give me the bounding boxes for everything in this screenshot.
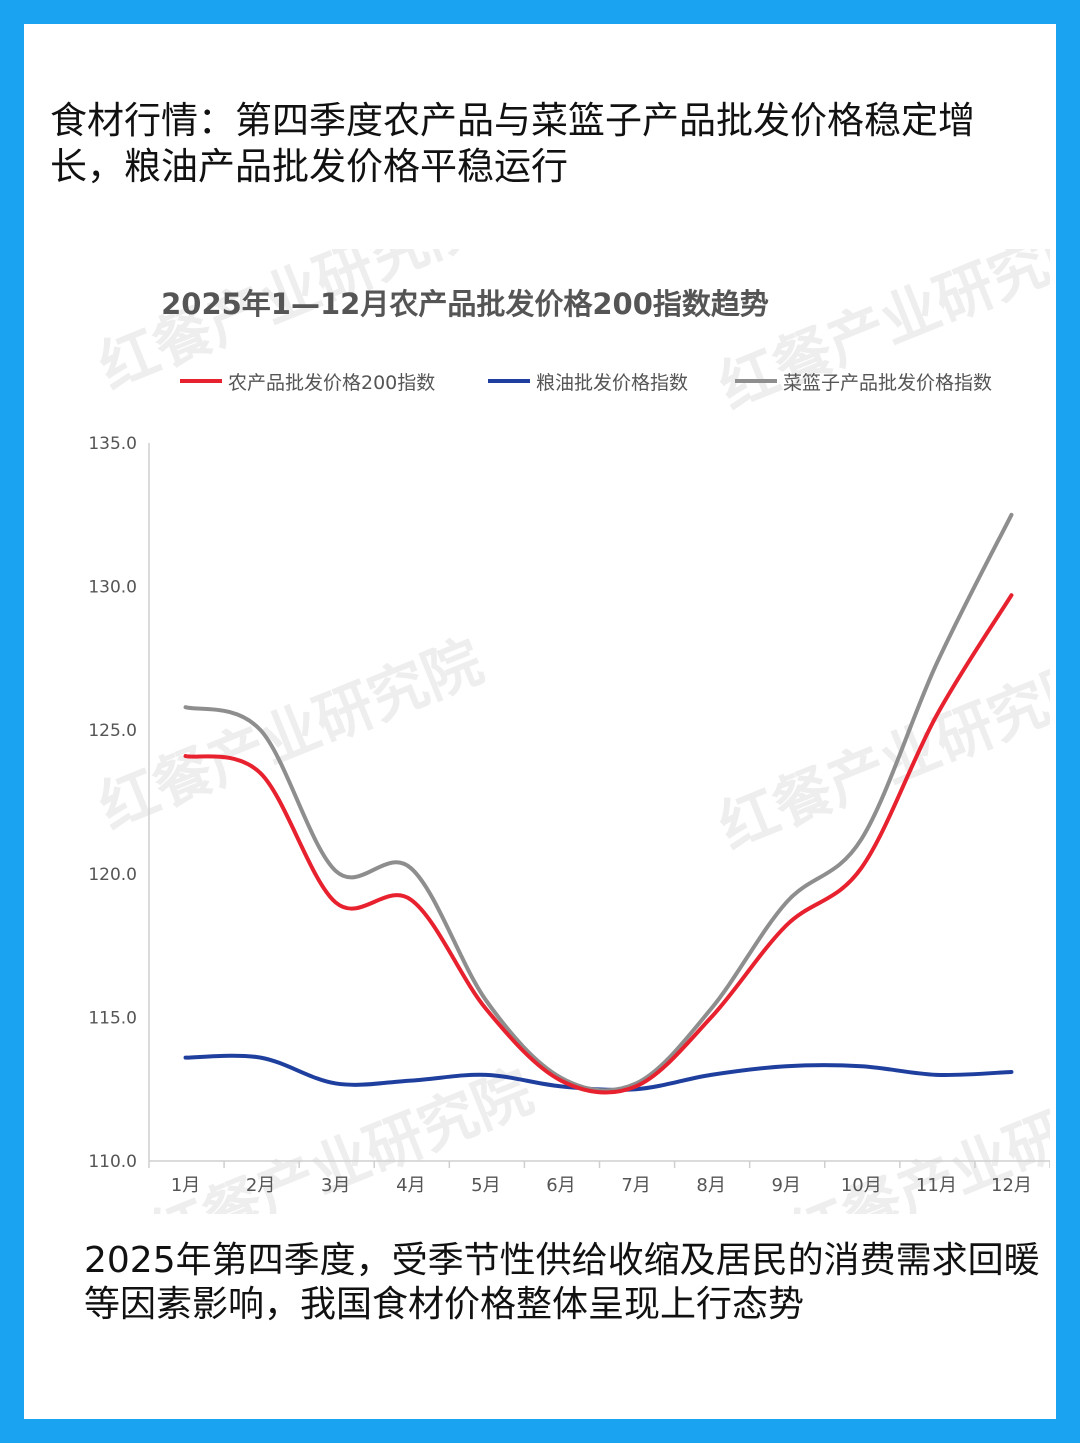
x-tick-label: 9月 [771,1175,800,1196]
watermark-text: 红餐产业研究院 [90,627,492,842]
content-card: 食材行情：第四季度农产品与菜篮子产品批发价格稳定增长，粮油产品批发价格平稳运行 … [24,24,1056,1419]
series-line-1 [183,1053,1014,1092]
y-tick-label: 125.0 [88,721,137,741]
series-line-0 [183,593,1014,1095]
legend-label: 菜篮子产品批发价格指数 [783,372,992,394]
x-tick-label: 2月 [246,1175,275,1196]
y-tick-label: 135.0 [88,434,137,454]
watermark-text: 红餐产业研究院 [710,249,1050,422]
x-tick-label: 6月 [546,1175,575,1196]
x-tick-label: 1月 [171,1175,200,1196]
x-tick-label: 4月 [396,1175,425,1196]
legend-label: 粮油批发价格指数 [536,372,688,394]
series-line-2 [183,512,1014,1093]
chart-title: 2025年1—12月农产品批发价格200指数趋势 [161,287,769,321]
y-tick-label: 120.0 [88,865,137,885]
caption: 2025年第四季度，受季节性供给收缩及居民的消费需求回暖等因素影响，我国食材价格… [84,1240,1040,1325]
x-tick-label: 8月 [696,1175,725,1196]
x-tick-label: 7月 [621,1175,650,1196]
chart-legend: 农产品批发价格200指数 粮油批发价格指数 菜篮子产品批发价格指数 [180,372,992,394]
y-tick-label: 115.0 [88,1008,137,1028]
x-tick-label: 10月 [841,1175,882,1196]
headline: 食材行情：第四季度农产品与菜篮子产品批发价格稳定增长，粮油产品批发价格平稳运行 [50,99,975,188]
x-tick-label: 12月 [991,1175,1032,1196]
x-tick-label: 3月 [321,1175,350,1196]
y-tick-label: 130.0 [88,578,137,598]
chart-axes: 135.0 130.0 125.0 120.0 115.0 110.0 1月 2月 3月 4月 5月… [88,434,1050,1196]
y-tick-label: 110.0 [88,1152,137,1172]
x-tick-label: 11月 [916,1175,957,1196]
legend-label: 农产品批发价格200指数 [228,372,435,394]
x-tick-label: 5月 [471,1175,500,1196]
series-layer [183,512,1014,1095]
watermark-text: 红餐产业研究院 [710,647,1050,862]
